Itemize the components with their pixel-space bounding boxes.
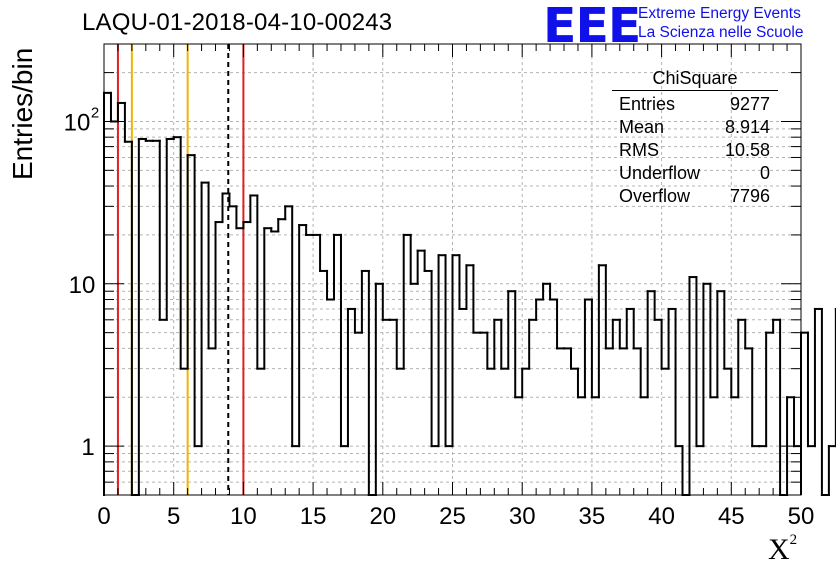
x-tick-label: 0 [97,503,110,530]
stats-label: Entries [619,94,676,114]
stats-value: 8.914 [724,117,770,137]
stats-row: Underflow 0 [612,162,778,185]
stats-value: 0 [759,163,770,183]
stats-row: Entries 9277 [612,93,778,116]
stats-label: RMS [619,140,659,160]
x-tick-label: 50 [788,503,815,530]
stats-box: ChiSquare Entries 9277 Mean 8.914 RMS 10… [612,68,778,208]
x-tick-label: 40 [648,503,675,530]
y-tick-label: 1 [81,434,94,461]
stats-row: Overflow 7796 [612,185,778,208]
x-tick-label: 20 [369,503,396,530]
stats-label: Mean [619,117,665,137]
x-tick-label: 15 [300,503,327,530]
y-tick-label: 10 [64,109,91,136]
logo-line-1: Extreme Energy Events [638,5,801,22]
plot-title: LAQU-01-2018-04-10-00243 [82,9,393,36]
stats-row: Mean 8.914 [612,116,778,139]
stats-value: 10.58 [724,140,770,160]
stats-label: Underflow [619,163,701,183]
eee-logo-mark: EEE [543,0,641,54]
stats-row: RMS 10.58 [612,139,778,162]
y-tick-exponent: 2 [91,104,99,121]
stats-divider [612,90,778,91]
stats-value: 9277 [729,94,770,114]
x-tick-label: 35 [579,503,606,530]
logo-line-2: La Scienza nelle Scuole [638,24,804,41]
x-tick-label: 5 [167,503,180,530]
stats-value: 7796 [729,186,770,206]
y-tick-label: 10 [69,272,96,299]
stats-label: Overflow [619,186,691,206]
stats-title: ChiSquare [652,68,738,88]
x-tick-label: 25 [439,503,466,530]
x-tick-label: 10 [230,503,257,530]
x-axis-label: X2 [768,532,798,566]
x-tick-label: 30 [509,503,536,530]
x-tick-label: 45 [718,503,745,530]
